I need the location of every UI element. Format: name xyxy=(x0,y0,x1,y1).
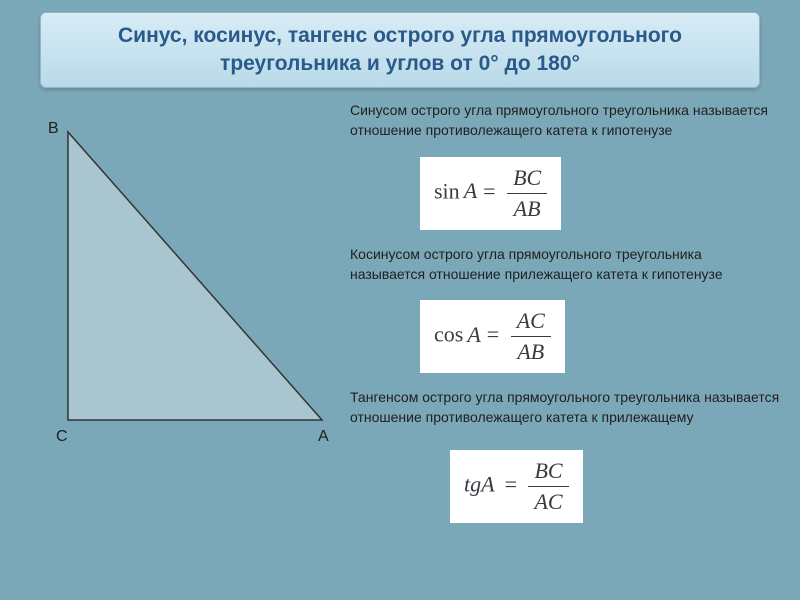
sin-num: BC xyxy=(507,165,547,194)
sin-arg: A xyxy=(464,178,477,203)
tan-func: tgA xyxy=(464,471,495,496)
cos-arg: A xyxy=(467,322,480,347)
header-panel: Синус, косинус, тангенс острого угла пря… xyxy=(40,12,760,88)
tan-fraction: BC AC xyxy=(528,458,568,515)
cos-fraction: AC AB xyxy=(511,308,551,365)
sin-func: sin xyxy=(434,178,460,203)
vertex-A-label: A xyxy=(318,428,329,446)
triangle-svg xyxy=(30,120,330,460)
sin-den: AB xyxy=(507,194,547,222)
sin-definition: Синусом острого угла прямоугольного треу… xyxy=(350,100,780,141)
triangle-shape xyxy=(68,132,322,420)
tan-definition: Тангенсом острого угла прямоугольного тр… xyxy=(350,387,780,428)
vertex-C-label: C xyxy=(56,428,68,446)
cos-func: cos xyxy=(434,322,463,347)
sin-formula: sinA= BC AB xyxy=(420,157,561,230)
tan-num: BC xyxy=(528,458,568,487)
cos-definition: Косинусом острого угла прямоугольного тр… xyxy=(350,244,780,285)
tan-formula: tgA= BC AC xyxy=(450,450,583,523)
cos-formula: cosA= AC AB xyxy=(420,300,565,373)
triangle-diagram: B C A xyxy=(30,120,330,460)
cos-den: AB xyxy=(511,337,551,365)
vertex-B-label: B xyxy=(48,120,59,138)
page-title: Синус, косинус, тангенс острого угла пря… xyxy=(57,22,743,79)
tan-den: AC xyxy=(528,487,568,515)
cos-num: AC xyxy=(511,308,551,337)
sin-fraction: BC AB xyxy=(507,165,547,222)
content-area: Синусом острого угла прямоугольного треу… xyxy=(350,100,780,537)
